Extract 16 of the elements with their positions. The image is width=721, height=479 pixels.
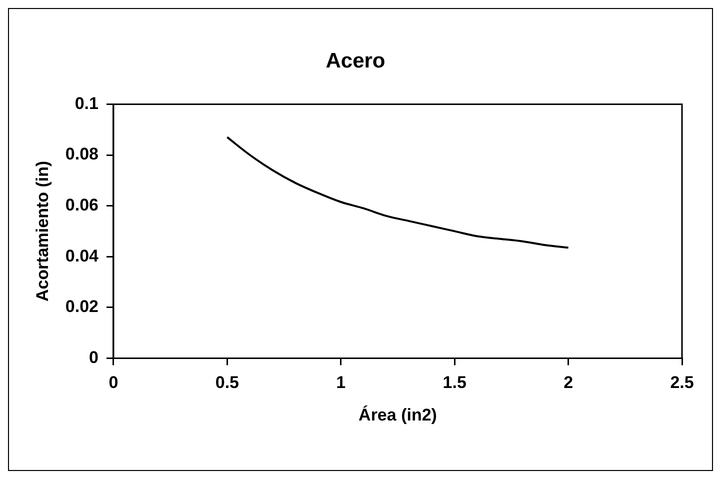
y-tick-label: 0.02	[65, 297, 98, 316]
x-tick-label: 1	[336, 373, 346, 392]
line-series	[226, 136, 570, 249]
y-tick-label: 0.04	[65, 246, 100, 266]
y-tick-label: 0	[89, 348, 98, 367]
y-tick-label: 0.08	[65, 144, 98, 164]
x-tick-label: 2.5	[670, 373, 694, 392]
y-tick-label: 0.1	[74, 94, 98, 113]
chart-title: Acero	[326, 49, 386, 72]
x-tick-label: 1.5	[442, 373, 466, 392]
y-tick-label: 0.06	[65, 195, 98, 214]
x-tick-label: 0.5	[215, 373, 240, 392]
y-axis-title: Acortamiento (in)	[32, 160, 52, 302]
x-axis-title: Área (in2)	[358, 404, 437, 424]
x-tick-label: 2	[564, 373, 574, 392]
x-tick-label: 0	[108, 373, 118, 392]
